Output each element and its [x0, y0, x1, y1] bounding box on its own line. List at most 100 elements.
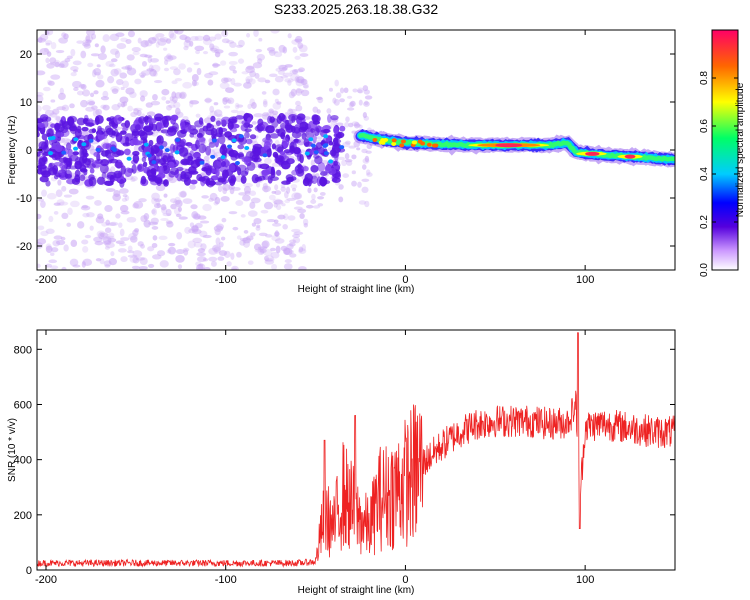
heatmap-noise-blob — [40, 230, 49, 237]
heatmap-noise-blob — [141, 60, 147, 67]
heatmap-noise-blob — [139, 90, 148, 98]
heatmap-band-blob — [234, 115, 245, 120]
heatmap-noise-blob — [67, 207, 73, 216]
heatmap-noise-blob — [102, 104, 110, 111]
heatmap-noise-blob — [54, 61, 60, 68]
heatmap-band-hotspot — [174, 150, 180, 155]
heatmap-noise-blob — [235, 200, 244, 207]
heatmap-band-blob — [304, 141, 313, 147]
heatmap-noise-blob — [262, 182, 268, 190]
heatmap-noise-blob — [218, 250, 228, 256]
heatmap-noise-blob — [270, 251, 280, 259]
heatmap-band-blob — [67, 148, 73, 159]
heatmap-band-blob — [99, 163, 109, 174]
heatmap-noise-blob — [268, 49, 276, 56]
heatmap-band-blob — [219, 145, 228, 155]
heatmap-noise-blob — [212, 62, 219, 69]
heatmap-noise-blob — [202, 203, 212, 212]
heatmap-noise-blob — [177, 206, 182, 212]
heatmap-noise-blob — [110, 48, 119, 55]
heatmap-noise-blob — [127, 30, 136, 38]
heatmap-noise-blob — [45, 57, 50, 64]
heatmap-noise-blob — [295, 87, 302, 96]
heatmap-band-blob — [241, 157, 251, 163]
heatmap-band-blob — [254, 176, 263, 182]
heatmap-noise-blob — [189, 40, 194, 47]
heatmap-noise-blob — [105, 188, 116, 192]
heatmap-noise-blob — [335, 122, 344, 126]
heatmap-band-blob — [104, 149, 114, 154]
heatmap-noise-blob — [284, 199, 291, 204]
heatmap-noise-blob — [213, 246, 221, 254]
heatmap-band-hotspot — [50, 135, 56, 140]
heatmap-band-blob — [140, 175, 147, 185]
heatmap-noise-blob — [342, 141, 351, 148]
heatmap-band-hotspot — [323, 143, 329, 148]
heatmap-band-blob — [249, 134, 257, 140]
heatmap-noise-blob — [288, 108, 298, 113]
heatmap-noise-blob — [286, 197, 296, 201]
spectrogram-ytick-label: 20 — [20, 49, 32, 61]
heatmap-band-blob — [220, 160, 226, 168]
heatmap-band-hotspot — [175, 138, 181, 143]
heatmap-noise-blob — [346, 107, 355, 111]
heatmap-band-blob — [146, 169, 157, 178]
heatmap-noise-blob — [284, 259, 292, 264]
heatmap-band-blob — [332, 176, 338, 183]
heatmap-noise-blob — [258, 232, 268, 237]
heatmap-noise-blob — [100, 96, 110, 101]
heatmap-noise-blob — [246, 33, 251, 38]
heatmap-band-blob — [184, 124, 194, 133]
heatmap-noise-blob — [281, 67, 288, 71]
heatmap-noise-blob — [337, 156, 345, 161]
heatmap-noise-blob — [294, 55, 301, 60]
heatmap-noise-blob — [310, 159, 316, 167]
heatmap-noise-blob — [50, 99, 56, 103]
heatmap-noise-blob — [37, 238, 47, 245]
heatmap-noise-blob — [173, 30, 179, 34]
heatmap-band-blob — [37, 131, 40, 138]
heatmap-band-blob — [81, 126, 89, 132]
heatmap-noise-blob — [119, 204, 129, 213]
heatmap-noise-blob — [90, 92, 95, 98]
heatmap-noise-blob — [235, 44, 244, 48]
heatmap-noise-blob — [191, 73, 199, 82]
heatmap-band-blob — [265, 125, 275, 134]
snr-frame — [36, 329, 676, 571]
heatmap-noise-blob — [196, 251, 206, 257]
heatmap-band-blob — [45, 116, 52, 122]
heatmap-band-blob — [180, 120, 186, 130]
heatmap-band-blob — [244, 167, 249, 175]
colorbar-gradient — [711, 29, 739, 271]
heatmap-noise-blob — [287, 79, 292, 86]
heatmap-noise-blob — [294, 38, 302, 42]
heatmap-noise-blob — [354, 123, 362, 127]
heatmap-band-blob — [95, 114, 104, 124]
heatmap-noise-blob — [163, 67, 170, 72]
heatmap-noise-blob — [155, 184, 166, 192]
heatmap-noise-blob — [307, 187, 312, 194]
heatmap-band-hotspot — [210, 154, 216, 159]
heatmap-noise-blob — [295, 100, 301, 106]
heatmap-noise-blob — [82, 89, 91, 97]
heatmap-noise-blob — [348, 101, 354, 108]
heatmap-noise-blob — [137, 241, 144, 247]
heatmap-noise-blob — [184, 226, 192, 234]
heatmap-noise-blob — [258, 37, 263, 42]
heatmap-band-blob — [83, 158, 92, 166]
heatmap-noise-blob — [63, 33, 69, 40]
heatmap-noise-blob — [61, 137, 71, 144]
heatmap-band-blob — [270, 166, 275, 176]
heatmap-noise-blob — [255, 48, 263, 53]
heatmap-noise-blob — [253, 30, 259, 37]
heatmap-noise-blob — [271, 190, 277, 194]
spectrogram-ylabel: Frequency (Hz) — [7, 116, 18, 185]
heatmap-band-hotspot — [211, 138, 217, 143]
heatmap-noise-blob — [319, 191, 326, 196]
heatmap-noise-blob — [150, 217, 159, 225]
heatmap-noise-blob — [125, 64, 131, 71]
heatmap-noise-blob — [264, 234, 273, 238]
heatmap-noise-blob — [95, 108, 103, 116]
heatmap-noise-blob — [249, 98, 256, 107]
heatmap-noise-blob — [102, 90, 109, 98]
